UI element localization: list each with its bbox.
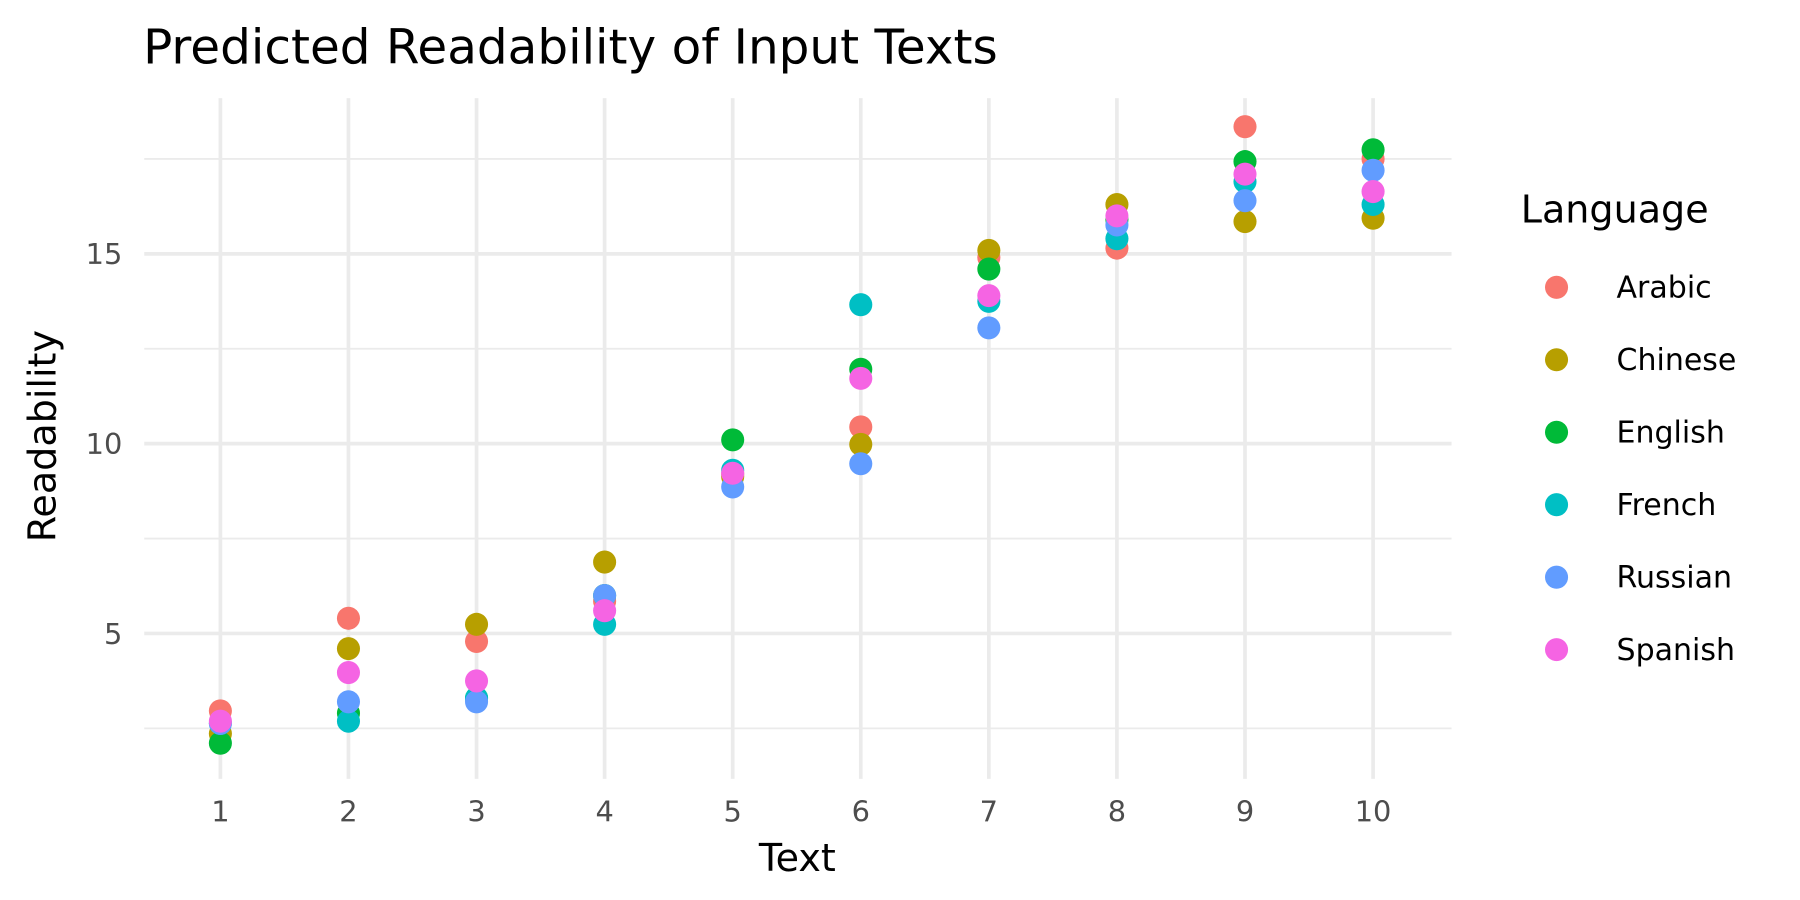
data-point [1361, 138, 1385, 162]
x-tick-label: 2 [339, 795, 357, 829]
y-tick-label: 15 [86, 237, 123, 271]
x-tick-label: 9 [1236, 795, 1254, 829]
data-point [465, 629, 489, 653]
x-tick-label: 7 [980, 795, 998, 829]
data-point [593, 550, 617, 574]
y-tick-label: 5 [104, 617, 122, 651]
data-point [849, 293, 873, 317]
legend-label: Chinese [1617, 343, 1737, 378]
data-point [1105, 204, 1129, 228]
data-point [208, 731, 232, 755]
data-point [977, 238, 1001, 262]
legend-label: English [1617, 416, 1725, 451]
data-point [1233, 210, 1257, 234]
x-tick-label: 6 [852, 795, 870, 829]
legend-key [1545, 493, 1569, 517]
data-points [208, 115, 1385, 755]
data-point [977, 257, 1001, 281]
legend-title: Language [1521, 188, 1709, 232]
data-point [336, 637, 360, 661]
data-point [208, 709, 232, 733]
data-point [336, 606, 360, 630]
x-tick-labels: 1 2 3 4 5 6 7 8 9 10 [211, 795, 1391, 829]
x-tick-label: 5 [724, 795, 742, 829]
y-axis-label: Readability [20, 330, 64, 542]
legend-key [1545, 275, 1569, 299]
legend: Arabic Chinese English French Russian Spanish [1545, 271, 1736, 668]
data-point [849, 432, 873, 456]
data-point [977, 284, 1001, 308]
data-point [849, 366, 873, 390]
legend-label: French [1617, 488, 1717, 523]
data-point [1233, 189, 1257, 213]
legend-key [1545, 565, 1569, 589]
legend-key [1545, 348, 1569, 372]
data-point [721, 428, 745, 452]
data-point [1361, 158, 1385, 182]
legend-label: Russian [1617, 561, 1733, 596]
y-tick-label: 10 [86, 427, 123, 461]
data-point [593, 599, 617, 623]
data-point [336, 690, 360, 714]
x-axis-label: Text [758, 836, 836, 880]
x-tick-label: 1 [211, 795, 229, 829]
data-point [721, 461, 745, 485]
data-point [465, 690, 489, 714]
x-tick-label: 4 [595, 795, 613, 829]
y-tick-labels: 5 10 15 [86, 237, 123, 651]
x-tick-label: 3 [467, 795, 485, 829]
data-point [1233, 115, 1257, 139]
data-point [1233, 162, 1257, 186]
chart-title: Predicted Readability of Input Texts [143, 19, 998, 75]
legend-key [1545, 420, 1569, 444]
x-tick-label: 8 [1108, 795, 1126, 829]
data-point [849, 452, 873, 476]
data-point [336, 661, 360, 685]
data-point [336, 709, 360, 733]
data-point [465, 669, 489, 693]
x-tick-label: 10 [1355, 795, 1392, 829]
legend-label: Arabic [1617, 271, 1712, 306]
data-point [977, 316, 1001, 340]
data-point [849, 415, 873, 439]
data-point [465, 612, 489, 636]
legend-label: Spanish [1617, 633, 1735, 668]
legend-key [1545, 638, 1569, 662]
data-point [1361, 180, 1385, 204]
